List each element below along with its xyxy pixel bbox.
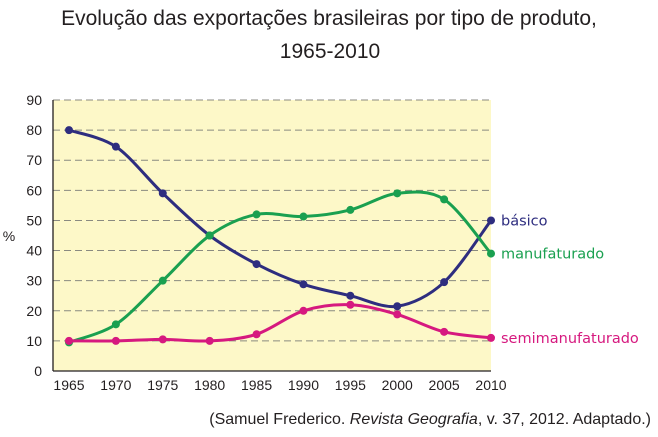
series-label-básico: básico: [501, 213, 548, 229]
point-básico-1985: [252, 260, 261, 269]
plot-area: [53, 100, 491, 371]
y-tick-label-90: 90: [26, 92, 42, 108]
x-tick-label-1970: 1970: [100, 377, 131, 393]
x-tick-label-1985: 1985: [241, 377, 272, 393]
x-tick-label-1990: 1990: [288, 377, 319, 393]
point-semimanufaturado-1965: [65, 336, 73, 345]
point-manufaturado-1990: [299, 212, 308, 221]
chart-title-years: 1965-2010: [280, 40, 380, 63]
point-semimanufaturado-2005: [440, 327, 449, 336]
y-tick-label-50: 50: [26, 212, 42, 228]
y-tick-label-30: 30: [26, 273, 42, 289]
point-semimanufaturado-1970: [111, 336, 120, 345]
x-tick-label-1995: 1995: [335, 377, 366, 393]
series-labels: básico manufaturado semimanufaturado: [501, 213, 639, 346]
y-tick-label-80: 80: [26, 122, 42, 138]
x-tick-label-1980: 1980: [194, 377, 225, 393]
grid-lines: [53, 99, 491, 342]
series-line-manufaturado: [67, 190, 493, 344]
point-básico-2000: [393, 302, 402, 311]
x-tick-label-2005: 2005: [429, 377, 460, 393]
point-básico-1975: [158, 189, 167, 198]
axes: [52, 100, 491, 372]
series-line-semimanufaturado: [67, 303, 493, 343]
source-prefix: (Samuel Frederico.: [209, 411, 350, 428]
point-básico-2005: [440, 278, 449, 287]
source-journal: Revista Geografia: [350, 411, 478, 428]
series-label-manufaturado: manufaturado: [501, 247, 604, 263]
point-manufaturado-1970: [111, 320, 120, 329]
series-group: [65, 126, 495, 347]
y-tick-label-20: 20: [26, 303, 42, 319]
point-semimanufaturado-1975: [158, 335, 167, 344]
point-manufaturado-1985: [252, 210, 261, 219]
y-tick-label-70: 70: [26, 152, 42, 168]
point-manufaturado-1995: [346, 205, 355, 214]
series-line-básico: [67, 128, 493, 309]
x-tick-labels: 1965 1970 1975 1980 1985 1990 1995 2000 2005 2010: [53, 377, 506, 393]
y-tick-label-10: 10: [26, 333, 42, 349]
point-básico-1990: [299, 280, 308, 289]
y-tick-label-60: 60: [26, 182, 42, 198]
point-semimanufaturado-2010: [487, 333, 495, 342]
point-semimanufaturado-1985: [252, 330, 261, 339]
point-manufaturado-2000: [393, 189, 402, 198]
source-citation: (Samuel Frederico. Revista Geografia, v.…: [209, 411, 651, 428]
point-semimanufaturado-1995: [346, 300, 355, 309]
point-semimanufaturado-1980: [205, 336, 214, 345]
point-básico-1970: [111, 142, 120, 151]
point-semimanufaturado-2000: [393, 310, 402, 319]
x-tick-label-2010: 2010: [475, 377, 506, 393]
point-básico-1965: [65, 126, 73, 135]
x-tick-label-1965: 1965: [53, 377, 84, 393]
point-manufaturado-1980: [205, 231, 214, 240]
series-label-semimanufaturado: semimanufaturado: [501, 331, 639, 347]
y-tick-label-40: 40: [26, 243, 42, 259]
chart-title: Evolução das exportações brasileiras por…: [61, 7, 597, 30]
point-manufaturado-2005: [440, 195, 449, 204]
point-básico-1995: [346, 291, 355, 300]
point-básico-2010: [487, 216, 495, 225]
y-tick-label-0: 0: [34, 363, 42, 379]
y-axis-label: %: [3, 228, 15, 244]
source-suffix: , v. 37, 2012. Adaptado.): [478, 411, 651, 428]
point-manufaturado-1975: [158, 276, 167, 285]
x-tick-label-2000: 2000: [382, 377, 413, 393]
point-manufaturado-2010: [487, 249, 495, 258]
point-semimanufaturado-1990: [299, 306, 308, 315]
y-tick-labels: 0 10 20 30 40 50 60 70 80 90: [26, 92, 42, 379]
x-tick-label-1975: 1975: [147, 377, 178, 393]
